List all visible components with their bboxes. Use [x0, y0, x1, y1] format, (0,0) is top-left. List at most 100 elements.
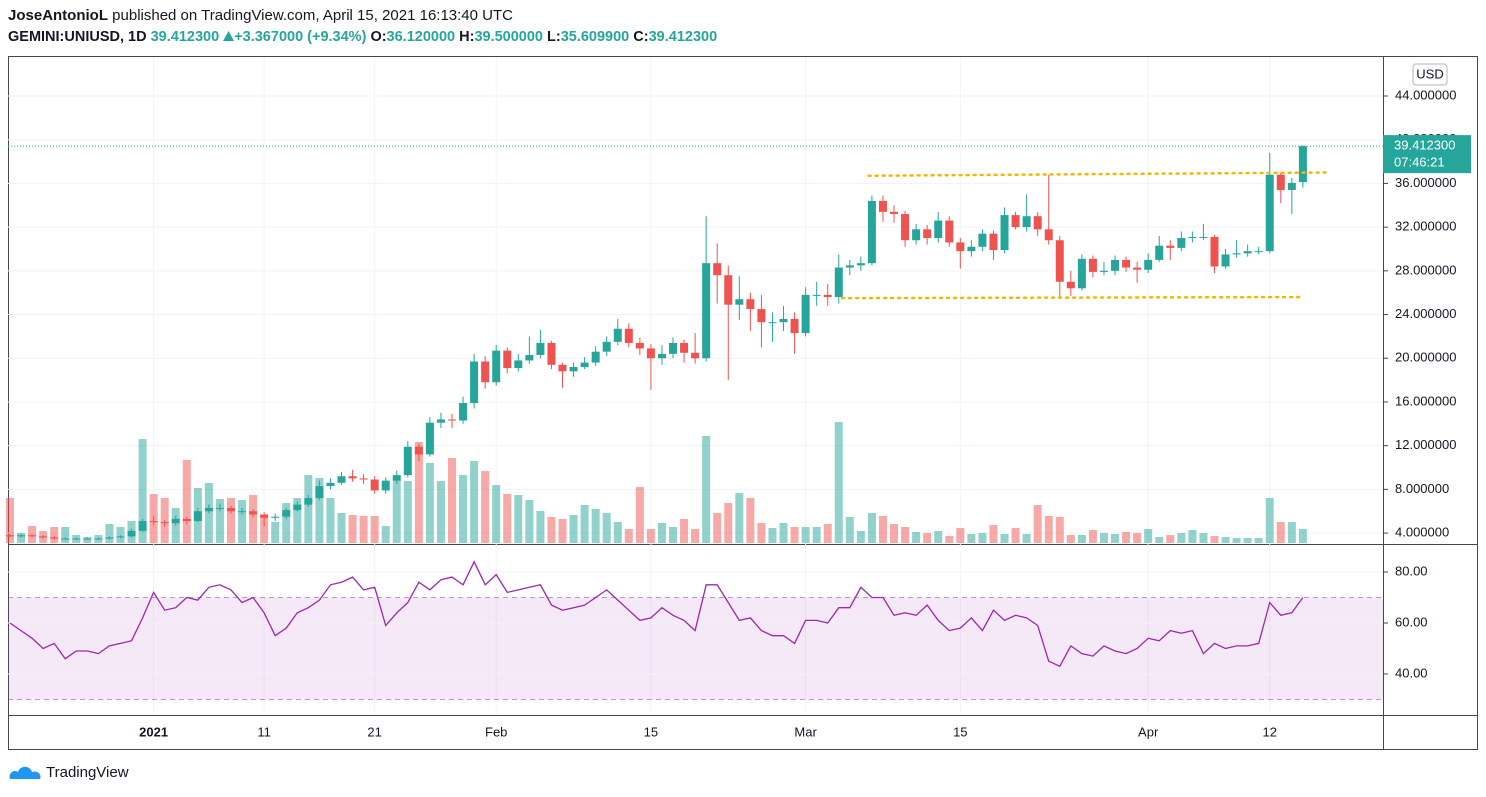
- candle-body: [1166, 245, 1175, 248]
- volume-bar: [680, 519, 689, 543]
- volume-bar: [746, 498, 755, 543]
- volume-bar: [912, 532, 921, 543]
- candle-body: [1232, 253, 1241, 255]
- volume-bar: [856, 531, 865, 543]
- candle-body: [646, 348, 655, 359]
- volume-bar: [348, 515, 357, 543]
- volume-bar: [1177, 533, 1186, 543]
- c: 39.412300: [648, 29, 718, 45]
- candle-body: [293, 504, 302, 511]
- y-tick-label: 8.000000: [1395, 481, 1449, 496]
- candle-body: [226, 507, 235, 512]
- volume-bar: [1066, 535, 1075, 543]
- volume-bar: [1298, 529, 1307, 543]
- x-tick-label: Mar: [794, 724, 817, 739]
- volume-bar: [845, 517, 854, 543]
- volume-bar: [271, 522, 280, 543]
- y-tick-label: 28.000000: [1395, 262, 1456, 277]
- candle-body: [1133, 267, 1142, 270]
- candle-body: [204, 507, 213, 512]
- volume-bar: [1033, 505, 1042, 543]
- candle-body: [304, 498, 313, 505]
- volume-bar: [635, 487, 644, 543]
- volume-bar: [514, 495, 523, 543]
- x-tick-label: 2021: [139, 724, 168, 739]
- volume-bar: [425, 463, 434, 543]
- frame: [8, 56, 1478, 750]
- candle-body: [1254, 251, 1263, 253]
- volume-bar: [226, 498, 235, 543]
- volume-bar: [1221, 537, 1230, 543]
- volume-bar: [293, 498, 302, 543]
- volume-bar: [503, 494, 512, 543]
- candle-body: [547, 342, 556, 365]
- volume-bar: [580, 505, 589, 543]
- candle-body: [967, 246, 976, 252]
- rsi-band: [8, 597, 1383, 700]
- candle-body: [845, 265, 854, 268]
- l-label: L:: [547, 29, 561, 45]
- volume-bar: [1122, 532, 1131, 543]
- candle-body: [558, 364, 567, 372]
- candle-body: [514, 360, 523, 369]
- volume-bar: [547, 517, 556, 543]
- volume-bar: [591, 509, 600, 543]
- candle-body: [591, 351, 600, 363]
- volume-bar: [1044, 516, 1053, 543]
- header-publisher: JoseAntonioL published on TradingView.co…: [8, 7, 513, 24]
- volume-bar: [1133, 533, 1142, 543]
- candle-body: [779, 318, 788, 323]
- x-tick-label: 11: [257, 724, 271, 739]
- candle-body: [160, 522, 169, 524]
- candle-body: [702, 263, 711, 359]
- candle-body: [271, 516, 280, 518]
- volume-bar: [304, 475, 313, 543]
- candle-body: [580, 362, 589, 367]
- volume-bar: [1088, 530, 1097, 543]
- volume-bar: [536, 511, 545, 543]
- candle-body: [801, 294, 810, 334]
- candle-body: [790, 318, 799, 334]
- candle-body: [1243, 251, 1252, 254]
- volume-bar: [801, 527, 810, 543]
- candle-body: [1199, 236, 1208, 238]
- volume-bar: [1022, 534, 1031, 543]
- volume-bar: [702, 436, 711, 543]
- volume-bar: [956, 528, 965, 543]
- candle-body: [83, 538, 92, 540]
- volume-bar: [867, 513, 876, 543]
- last-price-label: 39.412300: [1394, 138, 1455, 153]
- volume-bar: [83, 537, 92, 543]
- candle-body: [260, 514, 269, 518]
- trend-line: [840, 295, 1305, 300]
- candle-body: [138, 521, 147, 531]
- candle-body: [238, 511, 247, 513]
- currency: USD: [1416, 66, 1443, 81]
- volume-bar: [978, 533, 987, 543]
- candle-body: [28, 535, 37, 537]
- change: +3.367000 (+9.34%): [234, 29, 367, 45]
- candle-body: [1033, 216, 1042, 230]
- volume-bar: [669, 527, 678, 543]
- candle-body: [569, 366, 578, 372]
- candle-body: [1088, 258, 1097, 272]
- published: published on TradingView.com, April 15, …: [112, 7, 513, 24]
- volume-bar: [282, 503, 291, 543]
- symbol: GEMINI:UNIUSD, 1D: [8, 29, 147, 45]
- candle-body: [1066, 281, 1075, 289]
- volume-bar: [834, 422, 843, 543]
- countdown: 07:46:21: [1394, 155, 1445, 170]
- volume-bar: [381, 526, 390, 543]
- candle-body: [635, 342, 644, 349]
- l: 35.609900: [560, 29, 630, 45]
- rsi-tick-label: 40.00: [1395, 665, 1428, 680]
- y-tick-label: 20.000000: [1395, 350, 1456, 365]
- candle-body: [934, 220, 943, 239]
- candle-body: [713, 263, 722, 276]
- volume-bar: [812, 527, 821, 543]
- candle-body: [5, 535, 14, 537]
- author: JoseAntonioL: [8, 7, 108, 24]
- volume-bar: [569, 515, 578, 543]
- y-tick-label: 24.000000: [1395, 306, 1456, 321]
- candle-body: [448, 419, 457, 421]
